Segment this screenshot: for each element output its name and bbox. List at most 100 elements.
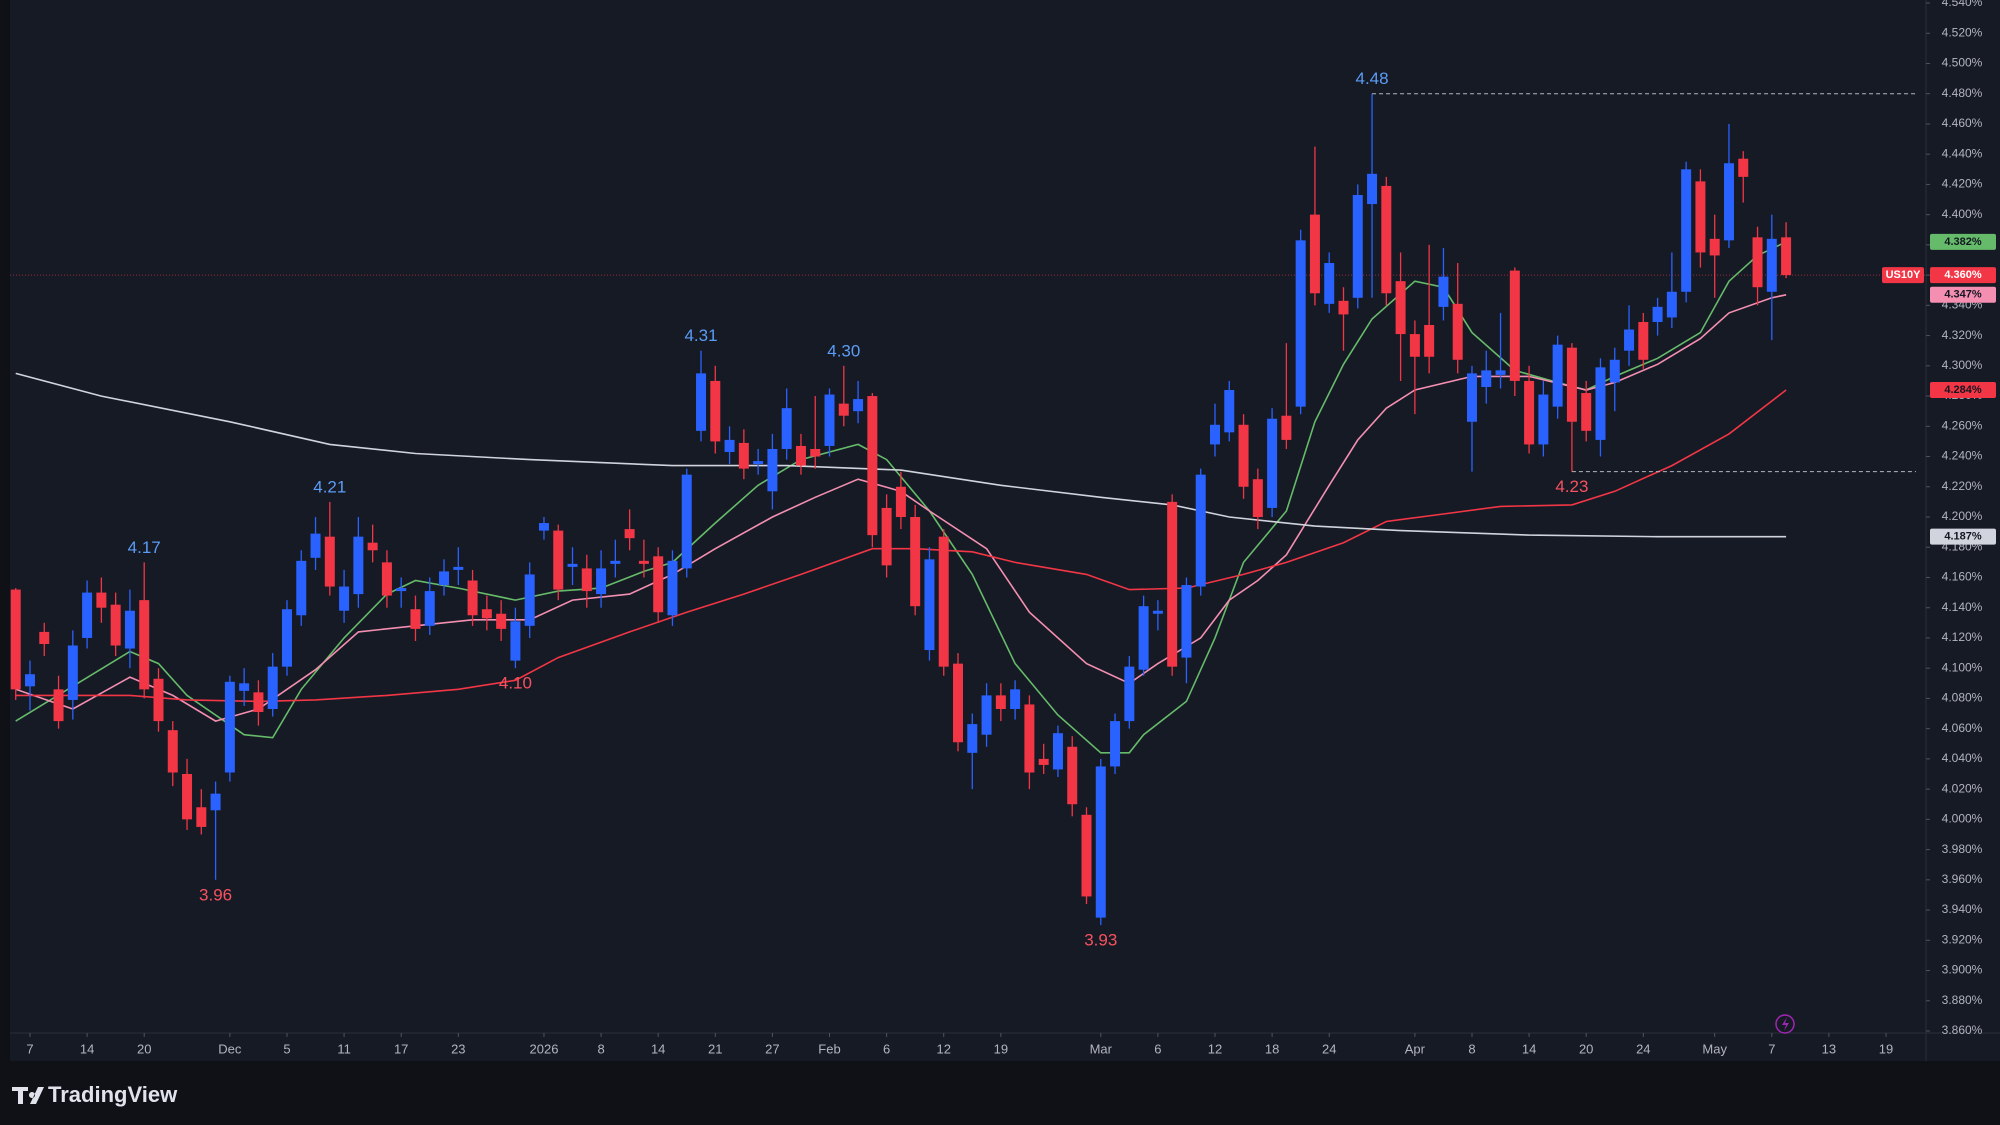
candle-body [710,380,721,442]
candle-body [953,663,964,743]
candle-body [1481,370,1492,387]
candle-body [1252,479,1263,517]
candle-body [1452,303,1463,360]
candle-body [139,600,150,690]
y-tick-label: 4.300% [1942,358,1983,372]
y-tick-label: 3.860% [1942,1023,1983,1037]
candle-body [267,666,278,709]
x-tick-label: 8 [1468,1041,1475,1056]
candle-body [110,604,121,646]
x-tick-label: 19 [994,1041,1008,1056]
candle-body [453,566,464,570]
candle-body [653,556,664,613]
ma-price-label: 4.187% [1944,531,1982,543]
candle-body [1238,424,1249,487]
y-tick-label: 4.000% [1942,812,1983,826]
candle-body [1124,666,1135,722]
candle-body [1752,237,1763,288]
candle-body [981,695,992,735]
x-tick-label: 14 [80,1041,94,1056]
x-tick-label: Mar [1090,1041,1113,1056]
brand-name: TradingView [48,1082,178,1107]
candle-body [396,588,407,592]
candle-body [1224,390,1235,433]
candle-body [224,681,235,773]
y-tick-label: 4.160% [1942,570,1983,584]
candle-body [1509,270,1520,381]
x-tick-label: 6 [883,1041,890,1056]
candle-body [510,621,521,661]
tradingview-logo: TradingView [12,1082,178,1107]
x-tick-label: 5 [283,1041,290,1056]
y-tick-label: 4.060% [1942,721,1983,735]
candle-body [924,559,935,651]
candle-body [53,689,64,722]
ma-price-box [1930,233,1996,250]
candle-body [24,674,35,687]
candle-body [1181,585,1192,658]
x-tick-label: 8 [597,1041,604,1056]
candle-body [910,517,921,607]
y-tick-label: 4.480% [1942,86,1983,100]
y-tick-label: 4.400% [1942,207,1983,221]
x-tick-label: 27 [765,1041,779,1056]
candle-body [1010,689,1021,709]
candle-body [1024,704,1035,773]
y-tick-label: 4.240% [1942,449,1983,463]
candle-body [895,486,906,517]
candle-body [1624,329,1635,351]
extreme-label: 4.48 [1355,69,1388,88]
chart-background [0,0,2000,1061]
icon-circle [1775,1014,1795,1034]
candle-body [353,536,364,595]
candle-body [82,592,93,638]
x-tick-label: 7 [1768,1041,1775,1056]
candle-body [1652,306,1663,322]
x-tick-label: May [1702,1041,1727,1056]
extreme-label: 4.23 [1555,477,1588,496]
candle-body [938,536,949,667]
candle-body [1395,281,1406,335]
candle-body [1052,733,1063,770]
candle-body [10,589,21,690]
candle-body [995,695,1006,709]
candle-body [1409,334,1420,357]
y-tick-label: 4.460% [1942,116,1983,130]
candle-body [439,571,450,586]
candle-body [767,448,778,492]
candle-body [424,591,435,626]
candle-body [1095,766,1106,918]
extreme-label: 4.30 [827,341,860,360]
candle-body [1367,173,1378,205]
candle-body [196,807,207,827]
candle-body [1309,214,1320,294]
y-tick-label: 4.520% [1942,25,1983,39]
x-tick-label: Apr [1405,1041,1426,1056]
candle-body [1381,185,1392,294]
y-tick-label: 4.440% [1942,146,1983,160]
candle-body [1581,393,1592,431]
x-tick-label: 24 [1636,1041,1650,1056]
footer-bar [0,1061,2000,1125]
y-tick-label: 3.920% [1942,932,1983,946]
extreme-label: 4.21 [313,477,346,496]
extreme-label: 4.10 [499,674,532,693]
icon-bolt [1782,1017,1789,1031]
candle-body [795,445,806,466]
candle-body [881,507,892,566]
candle-body [296,560,307,616]
x-tick-label: 19 [1879,1041,1893,1056]
candle-body [367,542,378,551]
x-tick-label: 12 [1208,1041,1222,1056]
candle-body [1209,424,1220,445]
candle-body [967,724,978,753]
last-price-label: 4.360% [1944,269,1982,281]
candle-body [1267,418,1278,508]
candle-body [153,678,164,722]
y-tick-label: 4.540% [1942,0,1983,9]
x-tick-label: 14 [651,1041,665,1056]
candle-body [553,530,564,590]
candle-body [1438,276,1449,307]
candle-body [1538,394,1549,445]
y-tick-label: 4.320% [1942,328,1983,342]
